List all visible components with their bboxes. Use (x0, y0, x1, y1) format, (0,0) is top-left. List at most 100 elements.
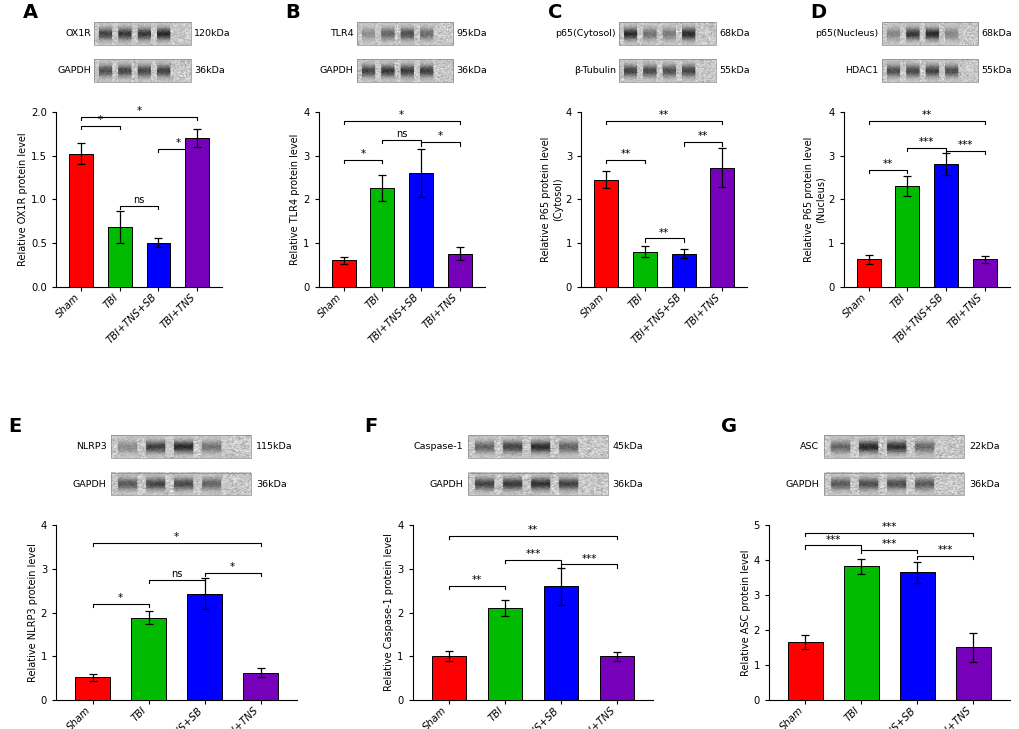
Text: 36kDa: 36kDa (457, 66, 487, 75)
Text: NLRP3: NLRP3 (75, 442, 107, 451)
Text: TLR4: TLR4 (329, 28, 354, 38)
Text: *: * (437, 131, 442, 141)
Text: ***: *** (525, 549, 540, 559)
Text: 120kDa: 120kDa (194, 28, 230, 38)
Bar (447, 254, 471, 286)
Bar (108, 227, 131, 286)
Y-axis label: Relative ASC protein level: Relative ASC protein level (740, 549, 750, 676)
Text: 55kDa: 55kDa (980, 66, 1011, 75)
Text: *: * (98, 115, 103, 125)
Text: 55kDa: 55kDa (718, 66, 749, 75)
Y-axis label: Relative TLR4 protein level: Relative TLR4 protein level (290, 133, 301, 265)
Text: D: D (810, 4, 825, 23)
Bar (881, 22, 977, 44)
Bar (331, 260, 356, 286)
Text: *: * (360, 149, 365, 159)
Text: ***: *** (936, 545, 952, 555)
Bar (111, 435, 251, 458)
Text: p65(Cytosol): p65(Cytosol) (555, 28, 615, 38)
Bar (243, 673, 277, 700)
Text: ns: ns (133, 195, 145, 206)
Text: GAPDH: GAPDH (57, 66, 91, 75)
Bar (94, 60, 191, 82)
Text: *: * (229, 562, 234, 572)
Bar (185, 138, 209, 286)
Bar (671, 254, 695, 286)
Text: ASC: ASC (800, 442, 818, 451)
Text: *: * (174, 531, 179, 542)
Bar (788, 642, 822, 700)
Text: ***: *** (824, 534, 841, 545)
Y-axis label: Relative Caspase-1 protein level: Relative Caspase-1 protein level (384, 534, 394, 692)
Text: F: F (364, 417, 377, 436)
Text: 22kDa: 22kDa (968, 442, 999, 451)
Text: **: ** (658, 227, 668, 238)
Bar (899, 572, 933, 700)
Bar (856, 260, 879, 286)
Text: GAPDH: GAPDH (72, 480, 107, 488)
Text: OX1R: OX1R (65, 28, 91, 38)
Bar (468, 435, 607, 458)
Text: A: A (22, 4, 38, 23)
Text: **: ** (472, 575, 482, 585)
Text: **: ** (527, 525, 538, 535)
Bar (543, 586, 578, 700)
Bar (843, 566, 878, 700)
Text: GAPDH: GAPDH (429, 480, 463, 488)
Bar (895, 186, 918, 286)
Bar (709, 168, 734, 286)
Bar (94, 22, 191, 44)
Text: ns: ns (395, 129, 407, 139)
Text: GAPDH: GAPDH (319, 66, 354, 75)
Text: *: * (175, 138, 180, 147)
Bar (409, 173, 432, 286)
Y-axis label: Relative P65 protein level
(Nucleus): Relative P65 protein level (Nucleus) (803, 136, 824, 262)
Text: 45kDa: 45kDa (611, 442, 642, 451)
Text: ***: *** (880, 539, 896, 550)
Bar (933, 164, 957, 286)
Bar (823, 435, 963, 458)
Bar (69, 154, 93, 286)
Bar (823, 473, 963, 495)
Bar (619, 22, 715, 44)
Text: Caspase-1: Caspase-1 (413, 442, 463, 451)
Bar (186, 593, 222, 700)
Bar (619, 60, 715, 82)
Text: ns: ns (170, 569, 182, 579)
Bar (599, 656, 634, 700)
Text: **: ** (658, 109, 668, 120)
Text: *: * (118, 593, 123, 603)
Text: E: E (8, 417, 21, 436)
Bar (357, 22, 452, 44)
Bar (972, 260, 996, 286)
Text: GAPDH: GAPDH (785, 480, 818, 488)
Text: G: G (720, 417, 736, 436)
Bar (111, 473, 251, 495)
Text: **: ** (882, 159, 893, 168)
Text: ***: *** (957, 140, 972, 150)
Bar (955, 647, 989, 700)
Bar (75, 677, 110, 700)
Text: 36kDa: 36kDa (611, 480, 643, 488)
Bar (881, 60, 977, 82)
Y-axis label: Relative NLRP3 protein level: Relative NLRP3 protein level (28, 543, 38, 682)
Text: *: * (137, 106, 142, 116)
Bar (131, 617, 166, 700)
Text: 36kDa: 36kDa (968, 480, 999, 488)
Text: p65(Nucleus): p65(Nucleus) (814, 28, 877, 38)
Text: C: C (547, 4, 561, 23)
Text: HDAC1: HDAC1 (845, 66, 877, 75)
Text: 95kDa: 95kDa (457, 28, 487, 38)
Text: 68kDa: 68kDa (718, 28, 749, 38)
Bar (147, 243, 170, 286)
Text: B: B (285, 4, 300, 23)
Text: ***: *** (581, 553, 596, 564)
Bar (370, 188, 394, 286)
Bar (431, 656, 466, 700)
Y-axis label: Relative OX1R protein level: Relative OX1R protein level (18, 133, 29, 266)
Text: 36kDa: 36kDa (256, 480, 286, 488)
Bar (633, 252, 656, 286)
Text: **: ** (620, 149, 630, 159)
Text: ***: *** (918, 137, 933, 147)
Text: *: * (398, 109, 404, 120)
